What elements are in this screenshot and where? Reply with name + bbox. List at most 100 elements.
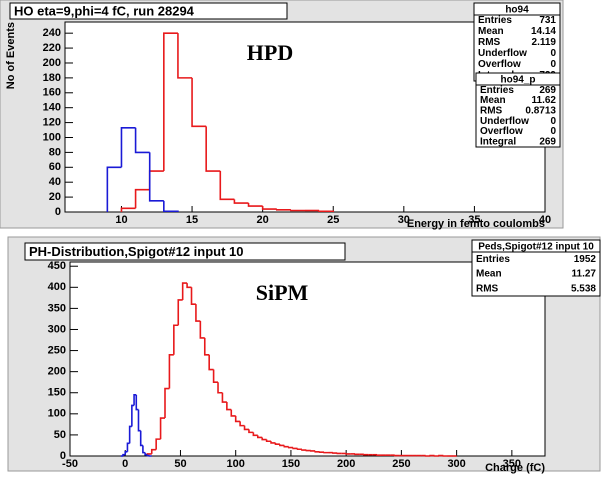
stats-value: 11.27	[572, 269, 597, 280]
stats-label: Overflow	[478, 59, 521, 70]
histogram-bin	[212, 369, 219, 383]
x-tick-label: 25	[327, 214, 339, 226]
histogram-bin	[168, 353, 174, 389]
histogram-bin	[252, 432, 258, 437]
histogram-bin	[205, 126, 221, 172]
histogram-bin	[239, 421, 245, 427]
x-tick-label: 30	[398, 214, 410, 226]
histogram-bin	[120, 207, 136, 212]
title-box	[24, 242, 346, 261]
x-tick-label: 200	[337, 458, 355, 470]
stats-label: Entries	[476, 254, 510, 265]
histogram-bin	[120, 127, 136, 168]
stats-value: 0	[550, 126, 556, 137]
y-tick-label: 100	[43, 131, 61, 143]
x-tick-label: 300	[447, 458, 465, 470]
histogram-bin	[177, 33, 193, 79]
histogram-bin	[164, 387, 170, 419]
y-tick-label: 160	[43, 87, 61, 99]
stats-value: 269	[539, 85, 556, 96]
histogram-bin	[106, 166, 122, 212]
histogram-bin	[243, 425, 249, 431]
histogram-bin	[233, 199, 249, 204]
histogram-bin	[146, 454, 150, 457]
histogram-bin	[275, 208, 291, 211]
stats-label: Integral	[480, 136, 516, 147]
chart-title: PH-Distribution,Spigot#12 input 10	[29, 244, 244, 259]
y-tick-label: 0	[60, 450, 66, 462]
histogram-bin	[148, 152, 164, 202]
histogram-bin	[247, 203, 263, 207]
plot-frame	[69, 261, 546, 457]
x-tick-label: 35	[468, 214, 480, 226]
histogram-bin	[290, 209, 305, 212]
histogram-bin	[186, 283, 192, 289]
x-tick-label: 10	[115, 214, 127, 226]
y-tick-label: 100	[48, 408, 66, 420]
y-tick-label: 220	[43, 42, 61, 54]
histogram-bin	[318, 210, 335, 213]
histogram-bin	[134, 188, 150, 209]
histogram-bin	[124, 450, 128, 455]
histogram-bin	[261, 437, 267, 441]
y-tick-label: 200	[48, 366, 66, 378]
histogram-bin	[173, 324, 179, 355]
y-tick-label: 240	[43, 27, 61, 39]
histogram-bin	[221, 392, 227, 403]
histogram-bin	[177, 299, 183, 326]
histogram-bin	[191, 77, 207, 128]
x-tick-label: -50	[62, 458, 78, 470]
stats-value: 0	[550, 116, 556, 127]
y-tick-label: 450	[48, 260, 66, 272]
histogram-bin	[274, 442, 280, 445]
histogram-bin	[296, 448, 302, 451]
y-tick-label: 180	[43, 72, 61, 84]
y-tick-label: 140	[43, 102, 61, 114]
stats-label: Mean	[476, 269, 502, 280]
histogram-bin	[142, 445, 146, 454]
histogram-bin	[301, 449, 307, 451]
histogram-bin	[150, 448, 157, 454]
stats-label: Entries	[478, 15, 512, 26]
stats-value: 0.8713	[525, 105, 556, 116]
stats-title: ho94	[505, 5, 529, 16]
x-tick-label: 100	[227, 458, 245, 470]
stats-label: Mean	[480, 95, 506, 106]
x-tick-label: 150	[282, 458, 300, 470]
y-tick-label: 120	[43, 116, 61, 128]
stats-label: Overflow	[480, 126, 523, 137]
histogram-bin	[163, 200, 179, 213]
histogram-bin	[283, 445, 289, 448]
x-tick-label: 50	[174, 458, 186, 470]
x-tick-label: 40	[539, 214, 551, 226]
x-tick-label: 15	[186, 214, 198, 226]
histogram-bin	[270, 441, 276, 444]
histogram-bin	[155, 438, 161, 450]
stats-label: RMS	[476, 283, 499, 294]
y-tick-label: 20	[49, 191, 61, 203]
y-tick-label: 350	[48, 302, 66, 314]
x-axis-title: Energy in femto coulombs	[407, 218, 545, 230]
x-tick-label: 0	[122, 458, 128, 470]
histogram-bin	[181, 282, 188, 300]
histogram-bin	[287, 446, 294, 449]
stats-label: RMS	[478, 37, 501, 48]
stats-value: 731	[539, 15, 556, 26]
x-axis-title: Charge (fC)	[485, 462, 545, 474]
y-tick-label: 150	[48, 387, 66, 399]
y-tick-label: 60	[49, 161, 61, 173]
y-tick-label: 0	[55, 206, 61, 218]
title-box	[9, 2, 288, 20]
chart-title: HO eta=9,phi=4 fC, run 28294	[14, 3, 195, 18]
x-tick-label: 350	[503, 458, 521, 470]
stats-label: RMS	[480, 105, 503, 116]
histogram-bin	[134, 127, 150, 154]
stats-label: Underflow	[480, 116, 529, 127]
annotation: HPD	[247, 40, 293, 65]
stats-value: 0	[550, 48, 556, 59]
stats-title: Peds,Spigot#12 input 10	[478, 242, 594, 253]
histogram-bin	[230, 409, 236, 417]
histogram-bin	[126, 442, 130, 452]
histogram-bin	[248, 429, 254, 434]
